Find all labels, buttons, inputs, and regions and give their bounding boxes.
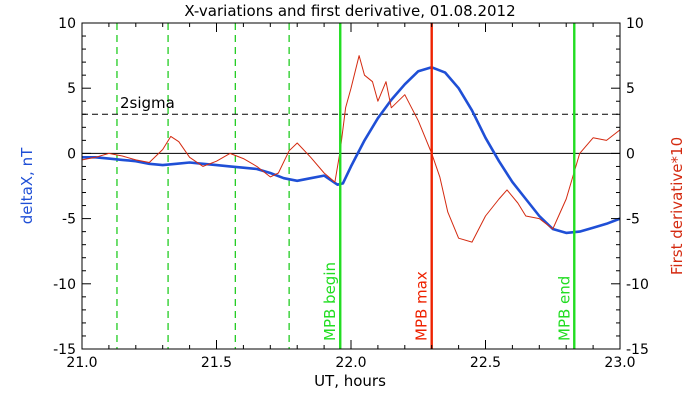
left-axis-label: deltaX, nT xyxy=(18,147,36,224)
mpb-begin-label: MPB begin xyxy=(321,262,339,341)
right-tick-label: 10 xyxy=(626,16,644,32)
left-tick-label: -5 xyxy=(62,212,76,228)
x-tick-label: 22.0 xyxy=(335,355,366,371)
left-tick-label: -15 xyxy=(53,342,76,358)
left-tick-label: 0 xyxy=(67,146,76,162)
plot-layer: MPB begin MPB max MPB end 10 10 5 5 0 0 -5 -5 -10 -1… xyxy=(53,16,649,371)
right-axis-label: First derivative*10 xyxy=(668,137,686,275)
right-tick-label: 0 xyxy=(626,146,635,162)
x-tick-label: 23.0 xyxy=(604,355,635,371)
x-tick-label: 22.5 xyxy=(470,355,501,371)
left-tick-label: -10 xyxy=(53,277,76,293)
x-axis-label: UT, hours xyxy=(314,372,386,390)
sigma-label: 2sigma xyxy=(120,94,175,112)
x-tick-label: 21.5 xyxy=(201,355,232,371)
x-tick-label: 21.0 xyxy=(66,355,97,371)
series-deltax-line xyxy=(82,66,621,235)
mpb-end-label: MPB end xyxy=(555,276,573,341)
right-tick-label: -10 xyxy=(626,277,649,293)
right-tick-label: -5 xyxy=(626,212,640,228)
left-tick-label: 5 xyxy=(67,81,76,97)
right-tick-label: -15 xyxy=(626,342,649,358)
series-derivative-line xyxy=(81,55,621,243)
mpb-max-label: MPB max xyxy=(413,271,431,341)
plot-frame xyxy=(81,22,621,350)
right-tick-label: 5 xyxy=(626,81,635,97)
chart-title: X-variations and first derivative, 01.08… xyxy=(184,2,515,20)
left-tick-label: 10 xyxy=(58,16,76,32)
